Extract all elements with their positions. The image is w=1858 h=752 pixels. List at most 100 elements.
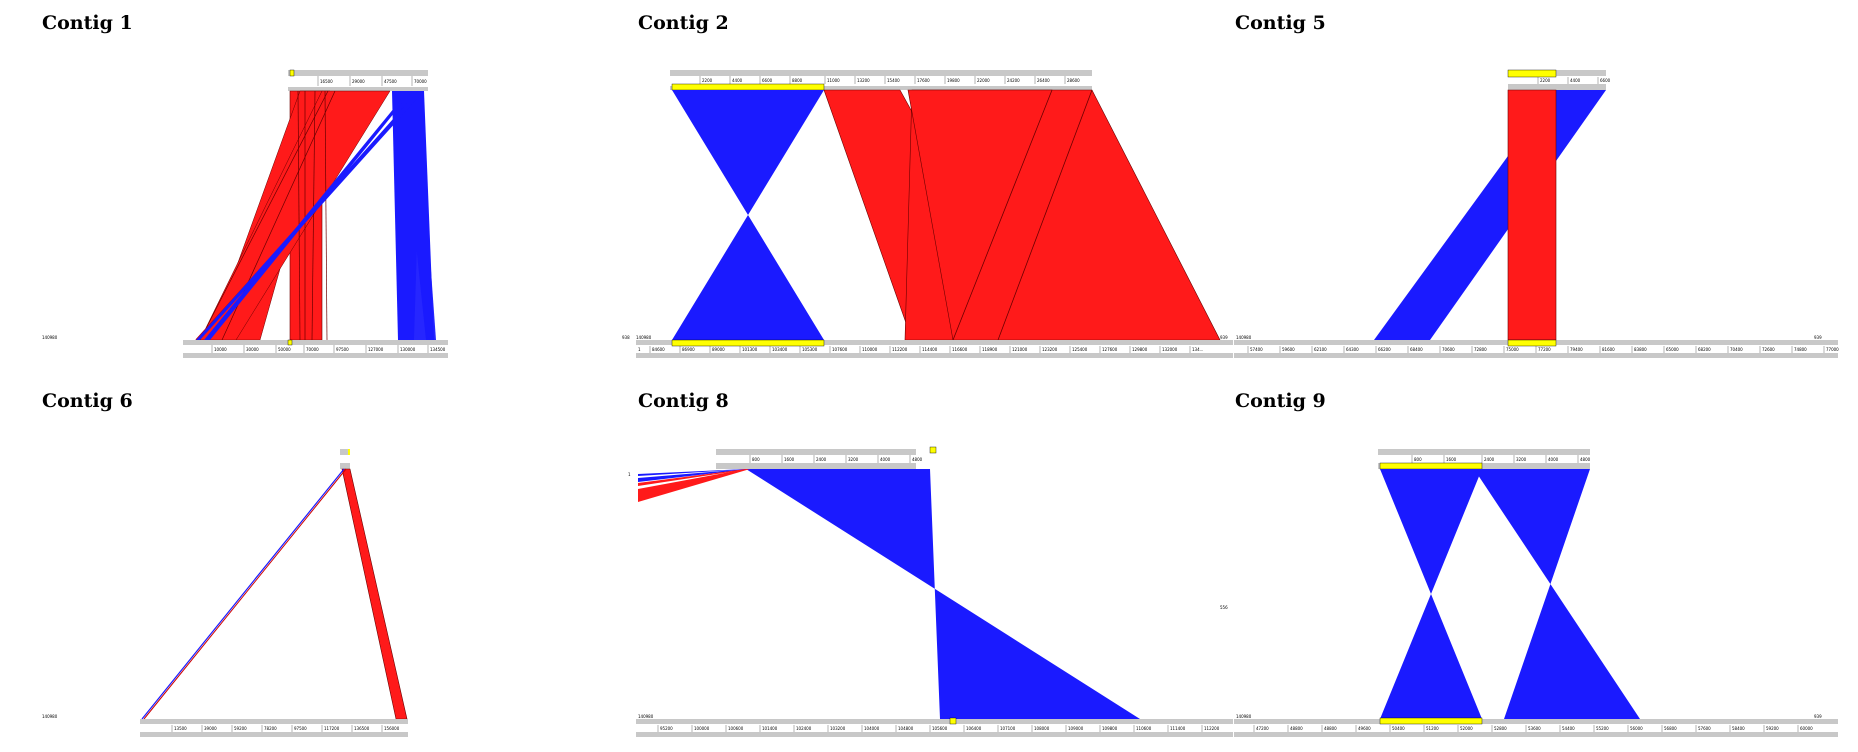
contig9-query-track xyxy=(1378,449,1590,455)
tick-label: 106400 xyxy=(966,726,982,731)
contig5-right-label: 939 xyxy=(1814,335,1822,340)
contig6-query-track-lower xyxy=(340,463,350,469)
contig1-reference-track-lower xyxy=(183,353,448,358)
tick-label: 4400 xyxy=(732,78,743,83)
contig6-query-highlight xyxy=(348,449,350,455)
tick-label: 13200 xyxy=(857,78,870,83)
tick-label: 84600 xyxy=(652,347,665,352)
tick-label: 49600 xyxy=(1358,726,1371,731)
contig2-reference-length-label: 140980 xyxy=(636,335,652,340)
tick-label: 107100 xyxy=(1000,726,1016,731)
contig6-alignment-line xyxy=(143,468,347,720)
contig2-right-label: 939 xyxy=(1220,335,1228,340)
tick-label: 2400 xyxy=(816,457,827,462)
tick-label: 52000 xyxy=(1460,726,1473,731)
tick-label: 156000 xyxy=(384,726,400,731)
contig2-alignment-block xyxy=(672,90,824,340)
tick-label: 59200 xyxy=(1766,726,1779,731)
tick-label: 70600 xyxy=(1442,347,1455,352)
tick-label: 105300 xyxy=(802,347,818,352)
contig9-query-track-lower xyxy=(1378,463,1590,469)
tick-label: 2200 xyxy=(702,78,713,83)
tick-label: 8800 xyxy=(792,78,803,83)
tick-label: 28600 xyxy=(1067,78,1080,83)
contig6-alignment-line xyxy=(141,468,345,720)
tick-label: 29000 xyxy=(352,79,365,84)
tick-label: 56000 xyxy=(1630,726,1643,731)
tick-label: 81600 xyxy=(1602,347,1615,352)
tick-label: 68200 xyxy=(1698,347,1711,352)
contig8-reference-track xyxy=(636,719,1233,724)
tick-label: 50400 xyxy=(1392,726,1405,731)
contig1-query-track xyxy=(288,70,428,76)
contig1-top-ticks: 16500 29000 47500 70000 xyxy=(317,76,427,86)
panel-title-contig2: Contig 2 xyxy=(638,12,729,34)
tick-label: 103400 xyxy=(772,347,788,352)
tick-label: 47200 xyxy=(1256,726,1269,731)
tick-label: 13500 xyxy=(174,726,187,731)
tick-label: 24200 xyxy=(1007,78,1020,83)
tick-label: 1600 xyxy=(1446,457,1457,462)
contig5-bottom-ticks: 57400 59600 62100 64300 66200 68400 7060… xyxy=(1247,346,1839,353)
tick-label: 800 xyxy=(752,457,760,462)
tick-label: 50000 xyxy=(278,347,291,352)
contig9-reference-track xyxy=(1234,719,1838,724)
contig6-reference-length-label: 140980 xyxy=(42,714,58,719)
contig2-left-label: 938 xyxy=(622,335,630,340)
tick-label: 10000 xyxy=(214,347,227,352)
tick-label: 114400 xyxy=(922,347,938,352)
contig1-query-highlight xyxy=(289,69,295,77)
contig8-bottom-ticks: 95200 100000 100600 101400 102400 103200… xyxy=(657,725,1220,732)
contig6-reference-track-lower xyxy=(140,732,408,737)
contig5-query-track-lower xyxy=(1508,84,1606,90)
tick-label: 77000 xyxy=(1826,347,1839,352)
contig2-reference-track-lower xyxy=(636,353,1233,358)
tick-label: 16500 xyxy=(320,79,333,84)
tick-label: 110600 xyxy=(1136,726,1152,731)
tick-label: 70000 xyxy=(306,347,319,352)
tick-label: 74800 xyxy=(1794,347,1807,352)
tick-label: 68400 xyxy=(1410,347,1423,352)
tick-label: 130000 xyxy=(400,347,416,352)
tick-label: 101300 xyxy=(742,347,758,352)
tick-label: 127000 xyxy=(368,347,384,352)
contig9-bottom-ticks: 47200 48800 48800 49600 50400 51200 5200… xyxy=(1253,725,1813,732)
tick-label: 56800 xyxy=(1664,726,1677,731)
contig2-left-bottom-label: 1 xyxy=(638,347,641,352)
tick-label: 17600 xyxy=(917,78,930,83)
panel-title-contig6: Contig 6 xyxy=(42,390,133,412)
tick-label: 55200 xyxy=(1596,726,1609,731)
tick-label: 57400 xyxy=(1250,347,1263,352)
tick-label: 83800 xyxy=(1634,347,1647,352)
contig8-query-highlight xyxy=(929,446,937,454)
contig2-top-ticks: 2200 4400 6600 8800 11000 13200 15400 17… xyxy=(699,76,1080,84)
tick-label: 107600 xyxy=(832,347,848,352)
tick-label: 57600 xyxy=(1698,726,1711,731)
tick-label: 97500 xyxy=(294,726,307,731)
tick-label: 3200 xyxy=(848,457,859,462)
contig8-query-track xyxy=(716,449,916,455)
tick-label: 72600 xyxy=(1762,347,1775,352)
contig1-query-track-lower xyxy=(288,87,428,91)
tick-label: 116600 xyxy=(952,347,968,352)
contig6-alignment-diagram: 13500 39000 59200 78200 97500 117200 136… xyxy=(42,449,408,737)
tick-label: 123200 xyxy=(1042,347,1058,352)
contig6-query-track xyxy=(340,449,350,455)
contig8-top-ticks: 800 1600 2400 3200 4000 4800 xyxy=(749,455,923,463)
tick-label: 134500 xyxy=(430,347,446,352)
tick-label: 86900 xyxy=(682,347,695,352)
tick-label: 100000 xyxy=(694,726,710,731)
contig2-alignment-diagram: 2200 4400 6600 8800 11000 13200 15400 17… xyxy=(622,70,1233,358)
contig9-alignment-diagram: 800 1600 2400 3200 4000 4800 47200 48800… xyxy=(1220,449,1838,737)
panel-title-contig9: Contig 9 xyxy=(1235,390,1326,412)
contig8-reference-highlight xyxy=(949,717,957,725)
tick-label: 19800 xyxy=(947,78,960,83)
contig8-query-track-lower xyxy=(716,463,916,469)
tick-label: 77200 xyxy=(1538,347,1551,352)
contig8-reference-track-lower xyxy=(636,732,1233,737)
tick-label: 4000 xyxy=(880,457,891,462)
contig2-query-track-lower xyxy=(670,86,1092,90)
tick-label: 65000 xyxy=(1666,347,1679,352)
tick-label: 800 xyxy=(1414,457,1422,462)
tick-label: 112200 xyxy=(892,347,908,352)
